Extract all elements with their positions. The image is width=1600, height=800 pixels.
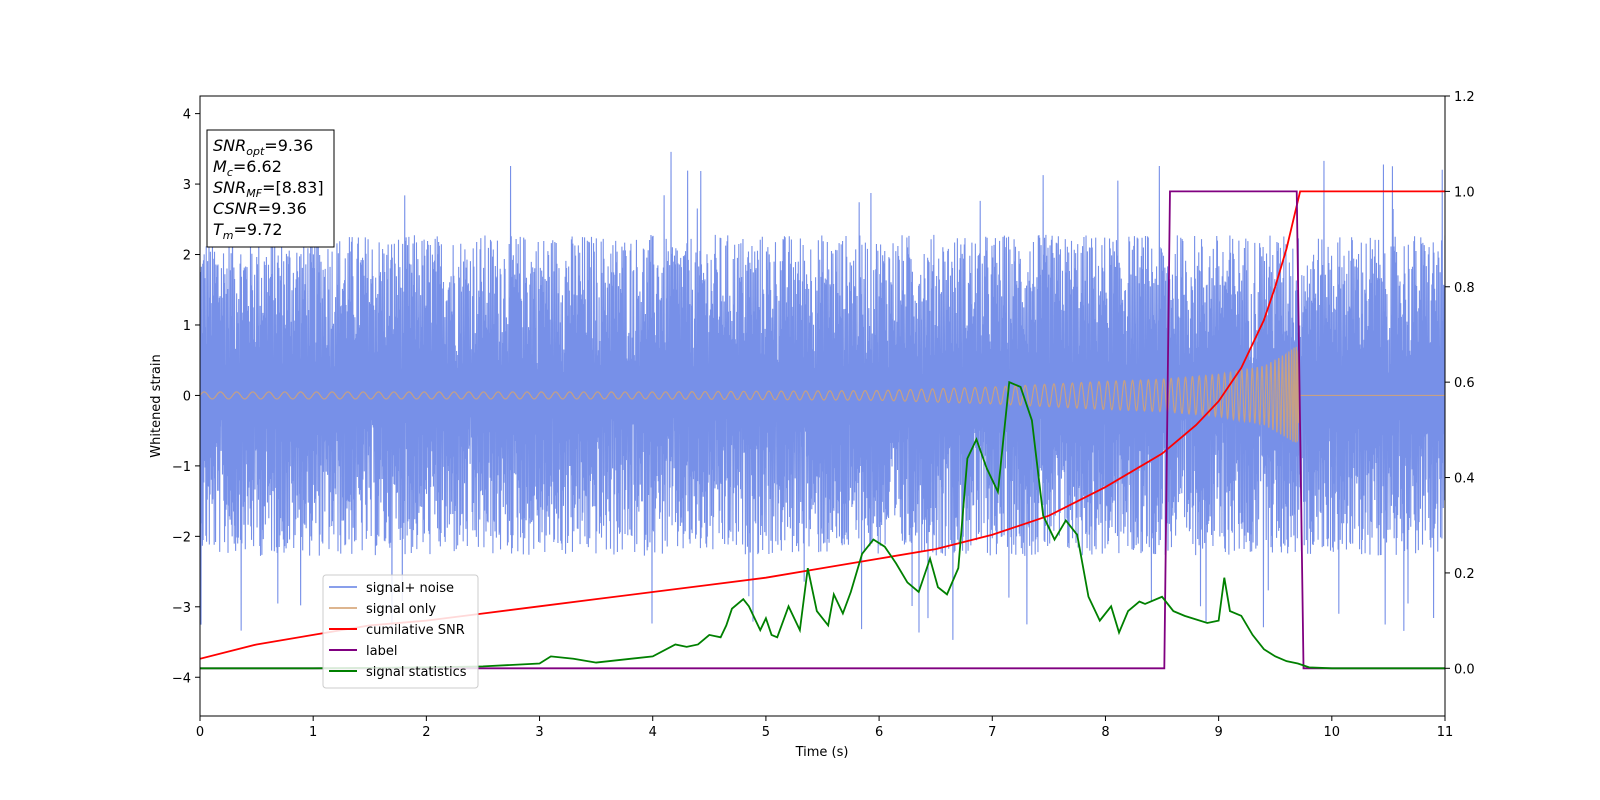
info-symbol: M xyxy=(213,157,227,176)
info-symbol: SNR xyxy=(213,178,246,197)
y-left-tick-label: 2 xyxy=(183,249,191,264)
legend-label: signal+ noise xyxy=(366,581,454,596)
x-axis: 0 1 2 3 4 5 6 7 8 9 10 11 xyxy=(196,716,1453,740)
y-right-tick-label: 0.0 xyxy=(1454,662,1475,677)
x-tick-label: 0 xyxy=(196,725,204,740)
legend-label: label xyxy=(366,644,397,659)
info-subscript: c xyxy=(227,166,233,179)
y-right-tick-label: 0.4 xyxy=(1454,472,1475,487)
x-tick-label: 10 xyxy=(1324,725,1341,740)
info-symbol: SNR xyxy=(213,136,246,155)
x-tick-label: 8 xyxy=(1101,725,1109,740)
info-value: =9.36 xyxy=(264,136,313,155)
legend: signal+ noise signal only cumilative SNR la… xyxy=(322,574,479,689)
x-tick-label: 5 xyxy=(762,725,770,740)
info-line: CSNR=9.36 xyxy=(213,199,307,218)
series-signal-noise xyxy=(200,151,1445,640)
y-axis-left: −4 −3 −2 −1 0 1 2 3 4 xyxy=(172,108,200,686)
y-left-tick-label: −1 xyxy=(172,460,191,475)
y-right-tick-label: 1.2 xyxy=(1454,90,1475,105)
info-subscript: opt xyxy=(246,145,265,158)
y-right-tick-label: 1.0 xyxy=(1454,185,1475,200)
y-left-tick-label: 1 xyxy=(183,319,191,334)
series-signal-only xyxy=(200,346,1445,443)
x-tick-label: 3 xyxy=(535,725,543,740)
series-signal-statistics xyxy=(200,380,1445,670)
y-axis-label: Whitened strain xyxy=(149,354,164,457)
info-line: SNRopt=9.36 xyxy=(213,136,313,158)
x-tick-label: 4 xyxy=(649,725,657,740)
y-right-tick-label: 0.6 xyxy=(1454,376,1475,391)
info-line: Mc=6.62 xyxy=(213,157,282,179)
y-left-tick-label: 3 xyxy=(183,178,191,193)
info-value: =9.36 xyxy=(258,199,307,218)
x-axis-label: Time (s) xyxy=(795,745,849,760)
y-left-tick-label: −4 xyxy=(172,671,191,686)
y-left-tick-label: 4 xyxy=(183,108,191,123)
y-right-tick-label: 0.8 xyxy=(1454,281,1475,296)
y-right-tick-label: 0.2 xyxy=(1454,567,1475,582)
info-subscript: MF xyxy=(246,187,262,200)
info-box-frame xyxy=(206,129,335,248)
x-tick-label: 7 xyxy=(988,725,996,740)
plot-frame xyxy=(199,95,1446,717)
legend-frame xyxy=(322,574,479,689)
x-tick-label: 6 xyxy=(875,725,883,740)
x-tick-label: 9 xyxy=(1214,725,1222,740)
info-symbol: CSNR xyxy=(213,199,258,218)
info-subscript: m xyxy=(223,229,234,242)
info-symbol: T xyxy=(213,220,224,239)
info-line: Tm=9.72 xyxy=(213,220,283,242)
legend-label: cumilative SNR xyxy=(366,623,465,638)
x-tick-label: 1 xyxy=(309,725,317,740)
legend-label: signal statistics xyxy=(366,665,467,680)
x-tick-label: 2 xyxy=(422,725,430,740)
info-value: =[8.83] xyxy=(262,178,324,197)
info-line: SNRMF=[8.83] xyxy=(213,178,324,200)
y-left-tick-label: −2 xyxy=(172,530,191,545)
info-value: =6.62 xyxy=(233,157,282,176)
info-box: SNRopt=9.36Mc=6.62SNRMF=[8.83]CSNR=9.36T… xyxy=(206,129,335,248)
y-left-tick-label: −3 xyxy=(172,601,191,616)
y-left-tick-label: 0 xyxy=(183,389,191,404)
legend-label: signal only xyxy=(366,602,436,617)
y-axis-right: 0.0 0.2 0.4 0.6 0.8 1.0 1.2 xyxy=(1445,90,1475,677)
x-tick-label: 11 xyxy=(1437,725,1454,740)
info-value: =9.72 xyxy=(234,220,283,239)
